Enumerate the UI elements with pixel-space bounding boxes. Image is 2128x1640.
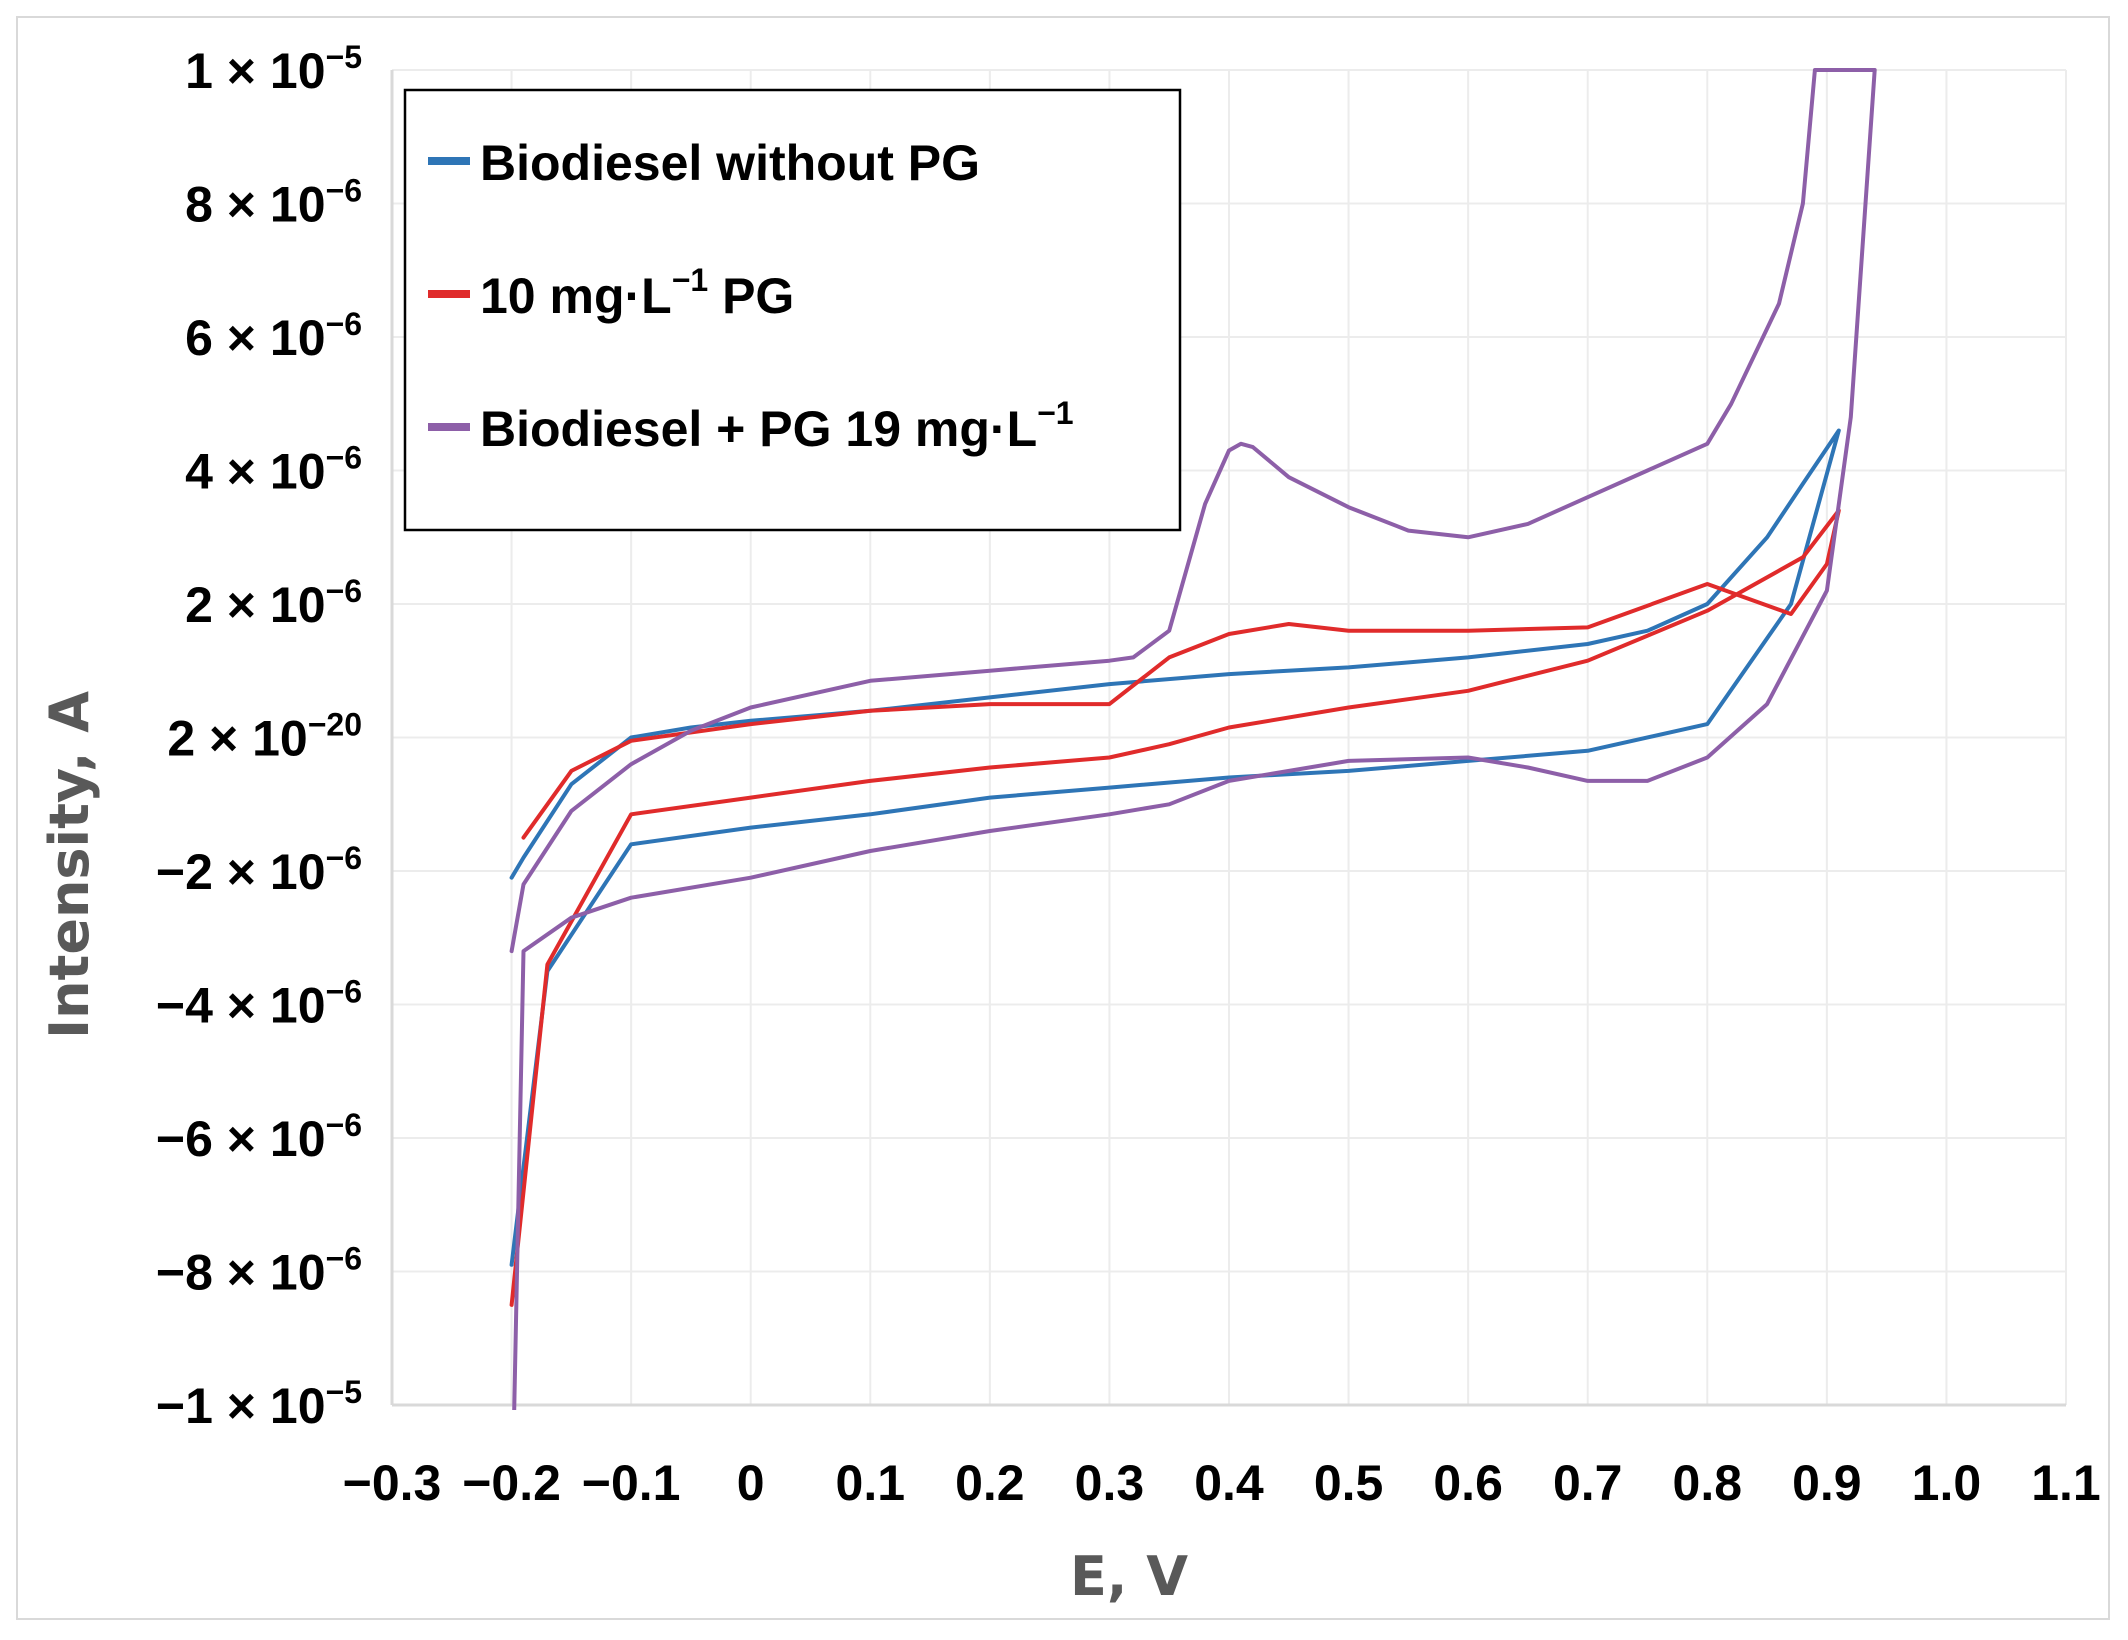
y-tick-label: −4 × 10−6: [156, 974, 362, 1034]
legend-label-2: 10 mg·L−1 PG: [480, 262, 794, 324]
x-tick-label: 0.5: [1314, 1455, 1384, 1511]
x-tick-label: −0.1: [582, 1455, 681, 1511]
x-tick-label: 0.9: [1792, 1455, 1862, 1511]
series-line-3: [509, 68, 1877, 1410]
y-tick-label: 8 × 10−6: [185, 173, 362, 233]
grid: [392, 69, 2067, 1405]
series-line-2: [509, 508, 1841, 1307]
y-tick-label: 4 × 10−6: [185, 440, 362, 500]
y-axis-title: Intensity, A: [38, 691, 101, 1039]
y-tick-label: −2 × 10−6: [156, 840, 362, 900]
y-tick-label: 2 × 10−6: [185, 573, 362, 633]
x-tick-label: 0.4: [1194, 1455, 1264, 1511]
y-tick-label: 6 × 10−6: [185, 306, 362, 366]
x-tick-label: 0.2: [955, 1455, 1025, 1511]
x-tick-label: 1.0: [1912, 1455, 1982, 1511]
x-tick-label: 0: [737, 1455, 765, 1511]
y-tick-label: −1 × 10−5: [156, 1374, 362, 1434]
x-tick-label: 0.8: [1673, 1455, 1743, 1511]
y-tick-label: −6 × 10−6: [156, 1107, 362, 1167]
legend-label-1: Biodiesel without PG: [480, 135, 980, 191]
y-tick-label: 2 × 10−20: [167, 707, 362, 767]
legend-box: [403, 88, 1182, 532]
x-tick-label: 0.3: [1075, 1455, 1145, 1511]
x-tick-label: −0.2: [462, 1455, 561, 1511]
x-tick-label: 0.1: [836, 1455, 906, 1511]
y-tick-label: −8 × 10−6: [156, 1241, 362, 1301]
x-tick-label: 0.6: [1433, 1455, 1503, 1511]
x-tick-label: 0.7: [1553, 1455, 1623, 1511]
series-layer: [509, 68, 1877, 1410]
x-tick-label: 1.1: [2031, 1455, 2101, 1511]
x-tick-label: −0.3: [343, 1455, 442, 1511]
legend-label-3: Biodiesel + PG 19 mg·L−1: [480, 395, 1074, 457]
series-line-1: [509, 428, 1841, 1267]
legend: Biodiesel without PG 10 mg·L−1 PG Biodiese…: [403, 88, 1182, 532]
y-tick-label: 1 × 10−5: [185, 39, 362, 99]
y-tick-labels: 1 × 10−5 8 × 10−6 6 × 10−6 4 × 10−6 2 × 10−6…: [156, 39, 362, 1434]
x-axis-title: E, V: [1070, 1545, 1188, 1608]
x-tick-labels: −0.3 −0.2 −0.1 0 0.1 0.2 0.3 0.4 0.5 0.6 0.7 0.8 0.9…: [343, 1455, 2101, 1511]
